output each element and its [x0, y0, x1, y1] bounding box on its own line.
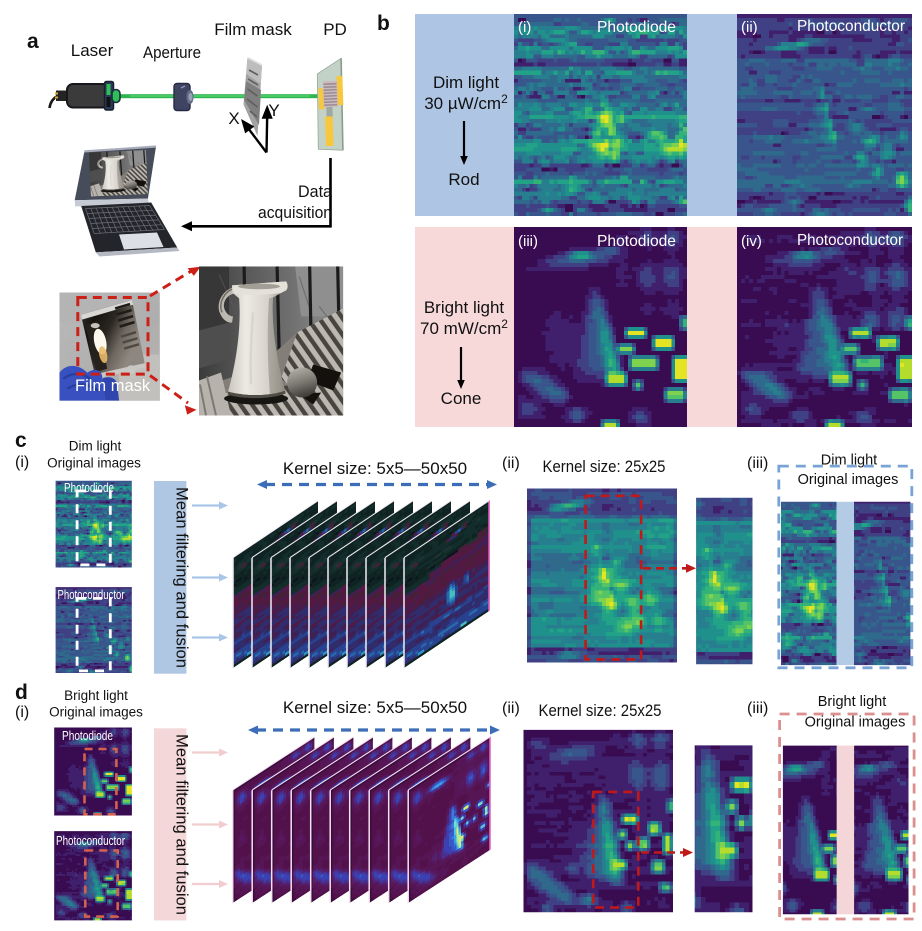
svg-text:(i): (i) [15, 704, 29, 721]
svg-text:Kernel size: 25x25: Kernel size: 25x25 [539, 701, 662, 720]
svg-text:Original images: Original images [798, 472, 899, 488]
svg-text:Photoconductor: Photoconductor [797, 232, 904, 249]
svg-text:Photodiode: Photodiode [597, 19, 676, 36]
svg-text:Photoconductor: Photoconductor [797, 18, 906, 35]
svg-text:(iii): (iii) [747, 700, 768, 717]
svg-text:Photoconductor: Photoconductor [58, 588, 125, 602]
svg-text:a: a [27, 30, 39, 53]
svg-text:Original images: Original images [47, 456, 141, 471]
svg-text:Photodiode: Photodiode [64, 481, 114, 495]
svg-text:Kernel size: 5x5—50x50: Kernel size: 5x5—50x50 [283, 459, 467, 478]
svg-text:Y: Y [268, 101, 279, 120]
svg-text:Laser: Laser [71, 41, 114, 60]
svg-text:PD: PD [323, 20, 347, 39]
svg-text:Photodiode: Photodiode [597, 233, 676, 250]
svg-text:Film mask: Film mask [214, 20, 292, 39]
svg-text:Dim light: Dim light [821, 453, 877, 469]
svg-text:(ii): (ii) [741, 19, 758, 36]
svg-text:Cone: Cone [441, 389, 482, 408]
svg-text:(iv): (iv) [741, 233, 762, 250]
svg-text:d: d [15, 681, 28, 704]
svg-text:Rod: Rod [448, 170, 479, 189]
svg-text:Mean filtering and fusion: Mean filtering and fusion [173, 734, 191, 915]
svg-text:Kernel size: 25x25: Kernel size: 25x25 [543, 457, 666, 476]
svg-text:Dim light: Dim light [69, 439, 122, 454]
svg-text:Bright light: Bright light [64, 688, 128, 703]
svg-text:Mean filtering and fusion: Mean filtering and fusion [173, 487, 191, 668]
svg-text:Film mask: Film mask [75, 377, 151, 395]
svg-text:Aperture: Aperture [143, 43, 201, 62]
svg-text:c: c [15, 429, 27, 452]
svg-text:Original images: Original images [805, 715, 906, 731]
svg-text:Data: Data [298, 182, 333, 201]
svg-text:acquisition: acquisition [258, 203, 332, 222]
svg-text:Kernel size: 5x5—50x50: Kernel size: 5x5—50x50 [283, 698, 467, 717]
svg-text:Photodiode: Photodiode [62, 729, 113, 743]
svg-text:(ii): (ii) [502, 700, 520, 717]
svg-text:(iii): (iii) [747, 455, 768, 472]
svg-text:b: b [377, 12, 390, 35]
svg-text:(i): (i) [518, 19, 531, 36]
svg-text:Bright light: Bright light [818, 694, 887, 710]
svg-text:Original images: Original images [49, 705, 143, 720]
svg-text:30 µW/cm2: 30 µW/cm2 [424, 92, 508, 113]
svg-text:70 mW/cm2: 70 mW/cm2 [420, 317, 508, 338]
svg-text:X: X [228, 109, 239, 128]
svg-text:(iii): (iii) [518, 233, 538, 250]
svg-text:Dim light: Dim light [433, 73, 499, 92]
svg-text:Photoconductor: Photoconductor [56, 834, 125, 848]
svg-text:Bright light: Bright light [424, 298, 505, 317]
svg-text:(i): (i) [15, 454, 29, 471]
svg-text:(ii): (ii) [502, 455, 520, 472]
